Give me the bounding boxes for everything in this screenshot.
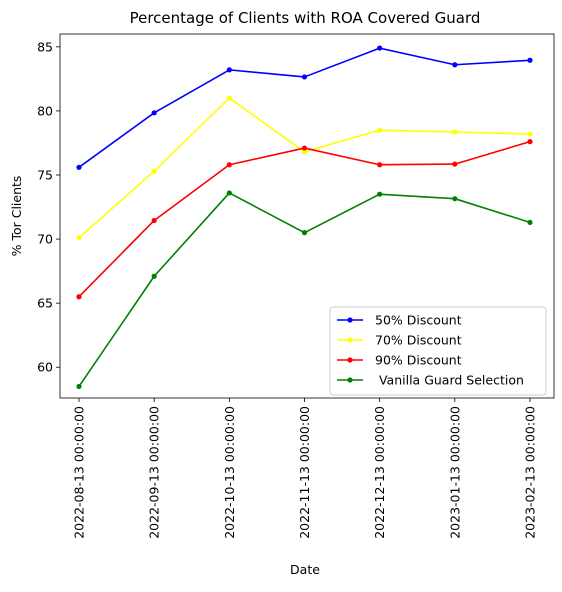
y-tick-label: 60 (37, 360, 53, 375)
legend-marker-swatch (347, 337, 353, 343)
legend-label: 70% Discount (375, 333, 462, 348)
series-group (76, 190, 533, 390)
y-tick-label: 80 (37, 103, 53, 118)
x-tick-label: 2022-09-13 00:00:00 (147, 406, 162, 539)
data-point (226, 190, 232, 196)
data-point (226, 162, 232, 168)
legend-label: 90% Discount (375, 353, 462, 368)
legend-marker-swatch (347, 317, 353, 323)
legend-marker-swatch (347, 357, 353, 363)
data-point (527, 219, 533, 226)
legend: 50% Discount 70% Discount 90% Discount Van… (329, 306, 547, 396)
x-tick-label: 2022-11-13 00:00:00 (297, 406, 312, 539)
data-point (151, 217, 157, 224)
legend-label: 50% Discount (375, 313, 462, 328)
legend-label: Vanilla Guard Selection (375, 373, 524, 388)
y-tick-label: 75 (37, 167, 53, 182)
x-tick-label: 2022-10-13 00:00:00 (222, 406, 237, 539)
y-tick-label: 65 (37, 296, 53, 311)
x-tick-label: 2022-12-13 00:00:00 (372, 406, 387, 539)
data-point (527, 57, 533, 63)
data-point (452, 129, 458, 135)
data-point (527, 131, 533, 137)
data-point (452, 161, 458, 167)
data-point (301, 149, 308, 155)
x-tick-label: 2022-08-13 00:00:00 (72, 406, 87, 539)
y-axis: 60 65 70 75 80 85 (37, 39, 60, 375)
series-layer (76, 45, 533, 390)
data-point (76, 383, 82, 390)
data-point (377, 45, 383, 51)
data-point (76, 294, 82, 300)
legend-marker-swatch (347, 377, 353, 383)
series-group (76, 45, 533, 170)
data-point (151, 168, 157, 174)
x-tick-label: 2023-01-13 00:00:00 (447, 406, 462, 539)
data-point (377, 162, 383, 168)
data-point (76, 235, 82, 241)
x-tick-label: 2023-02-13 00:00:00 (523, 406, 538, 539)
x-axis: 2022-08-13 00:00:00 2022-09-13 00:00:00 20… (72, 398, 538, 539)
data-point (452, 62, 458, 68)
data-point (151, 110, 157, 116)
data-point (377, 191, 383, 197)
series-line (78, 140, 531, 298)
data-point (151, 273, 157, 279)
data-point (301, 145, 308, 151)
plot-area-frame (59, 33, 555, 399)
x-axis-label: Date (290, 562, 320, 577)
series-group (76, 95, 533, 241)
data-point (301, 74, 308, 80)
data-point (76, 164, 82, 170)
data-point (527, 139, 533, 145)
series-group (76, 139, 533, 300)
data-point (377, 127, 383, 133)
y-tick-label: 70 (37, 232, 53, 247)
legend-box (329, 306, 547, 396)
chart-title: Percentage of Clients with ROA Covered G… (130, 9, 481, 27)
y-axis-label: % Tor Clients (9, 176, 24, 257)
y-tick-label: 85 (37, 39, 53, 54)
data-point (301, 230, 308, 236)
data-point (452, 196, 458, 202)
data-point (226, 67, 232, 73)
data-point (226, 95, 232, 101)
